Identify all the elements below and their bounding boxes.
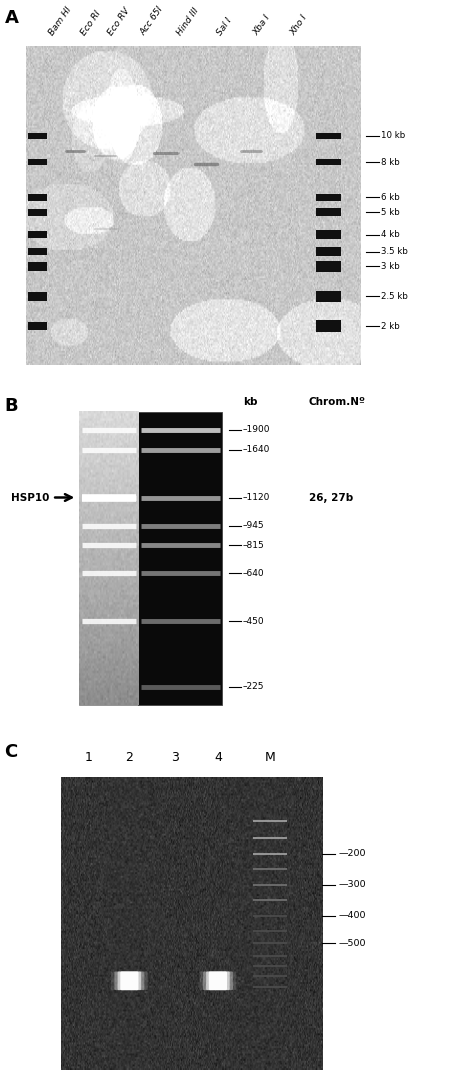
Bar bbox=[138, 411, 222, 705]
Text: HSP10: HSP10 bbox=[10, 492, 49, 502]
Bar bbox=[28, 208, 47, 216]
Bar bbox=[316, 246, 340, 256]
Text: 2.5 kb: 2.5 kb bbox=[381, 292, 408, 300]
Text: Hind III: Hind III bbox=[175, 6, 200, 37]
FancyBboxPatch shape bbox=[200, 972, 237, 990]
Text: –815: –815 bbox=[243, 541, 265, 550]
Bar bbox=[28, 194, 47, 201]
FancyBboxPatch shape bbox=[209, 972, 227, 990]
Bar bbox=[316, 208, 340, 216]
Text: Eco RV: Eco RV bbox=[107, 6, 132, 37]
Text: 4: 4 bbox=[214, 751, 222, 764]
Text: –450: –450 bbox=[243, 617, 265, 625]
Text: –945: –945 bbox=[243, 521, 265, 530]
Text: 3 kb: 3 kb bbox=[381, 262, 400, 271]
Text: –225: –225 bbox=[243, 683, 264, 691]
Text: Acc 65I: Acc 65I bbox=[138, 5, 165, 37]
Bar bbox=[316, 133, 340, 139]
Bar bbox=[28, 159, 47, 165]
Bar bbox=[28, 262, 47, 270]
Text: –640: –640 bbox=[243, 569, 265, 578]
Text: A: A bbox=[5, 10, 19, 27]
FancyBboxPatch shape bbox=[206, 972, 230, 990]
Bar bbox=[28, 133, 47, 139]
Text: 3: 3 bbox=[171, 751, 179, 764]
FancyBboxPatch shape bbox=[111, 972, 148, 990]
Text: 4 kb: 4 kb bbox=[381, 230, 400, 240]
Text: 26, 27b: 26, 27b bbox=[309, 492, 353, 502]
Text: Sal I: Sal I bbox=[216, 16, 234, 37]
Bar bbox=[28, 231, 47, 239]
Text: 10 kb: 10 kb bbox=[381, 132, 405, 140]
Bar bbox=[28, 322, 47, 330]
Text: 2: 2 bbox=[125, 751, 133, 764]
Text: kb: kb bbox=[243, 397, 257, 407]
FancyBboxPatch shape bbox=[203, 972, 233, 990]
Text: Eco RI: Eco RI bbox=[79, 9, 103, 37]
Text: C: C bbox=[5, 743, 18, 761]
Bar bbox=[316, 320, 340, 332]
Bar bbox=[316, 193, 340, 201]
Text: 5 kb: 5 kb bbox=[381, 207, 400, 217]
Bar bbox=[316, 291, 340, 301]
Text: Xho I: Xho I bbox=[288, 13, 309, 37]
Text: 3.5 kb: 3.5 kb bbox=[381, 247, 408, 256]
Bar bbox=[316, 261, 340, 272]
Text: 1: 1 bbox=[84, 751, 93, 764]
Text: B: B bbox=[5, 397, 18, 415]
Text: 6 kb: 6 kb bbox=[381, 193, 400, 202]
Text: —300: —300 bbox=[338, 880, 366, 889]
Text: M: M bbox=[265, 751, 276, 764]
Bar bbox=[79, 411, 138, 705]
Text: —200: —200 bbox=[338, 849, 366, 859]
Bar bbox=[316, 230, 340, 239]
Text: —400: —400 bbox=[338, 912, 366, 920]
Text: —500: —500 bbox=[338, 939, 366, 948]
FancyBboxPatch shape bbox=[114, 972, 144, 990]
Text: –1640: –1640 bbox=[243, 445, 270, 455]
FancyBboxPatch shape bbox=[120, 972, 138, 990]
Text: –1120: –1120 bbox=[243, 492, 270, 502]
Text: Xba I: Xba I bbox=[252, 13, 272, 37]
Text: –1900: –1900 bbox=[243, 426, 271, 434]
Bar bbox=[28, 247, 47, 255]
FancyBboxPatch shape bbox=[118, 972, 141, 990]
Bar bbox=[28, 292, 47, 300]
Bar bbox=[316, 159, 340, 165]
Text: Chrom.Nº: Chrom.Nº bbox=[309, 397, 366, 407]
Text: 2 kb: 2 kb bbox=[381, 322, 400, 330]
Text: 8 kb: 8 kb bbox=[381, 158, 400, 166]
Text: Bam HI: Bam HI bbox=[48, 5, 74, 37]
